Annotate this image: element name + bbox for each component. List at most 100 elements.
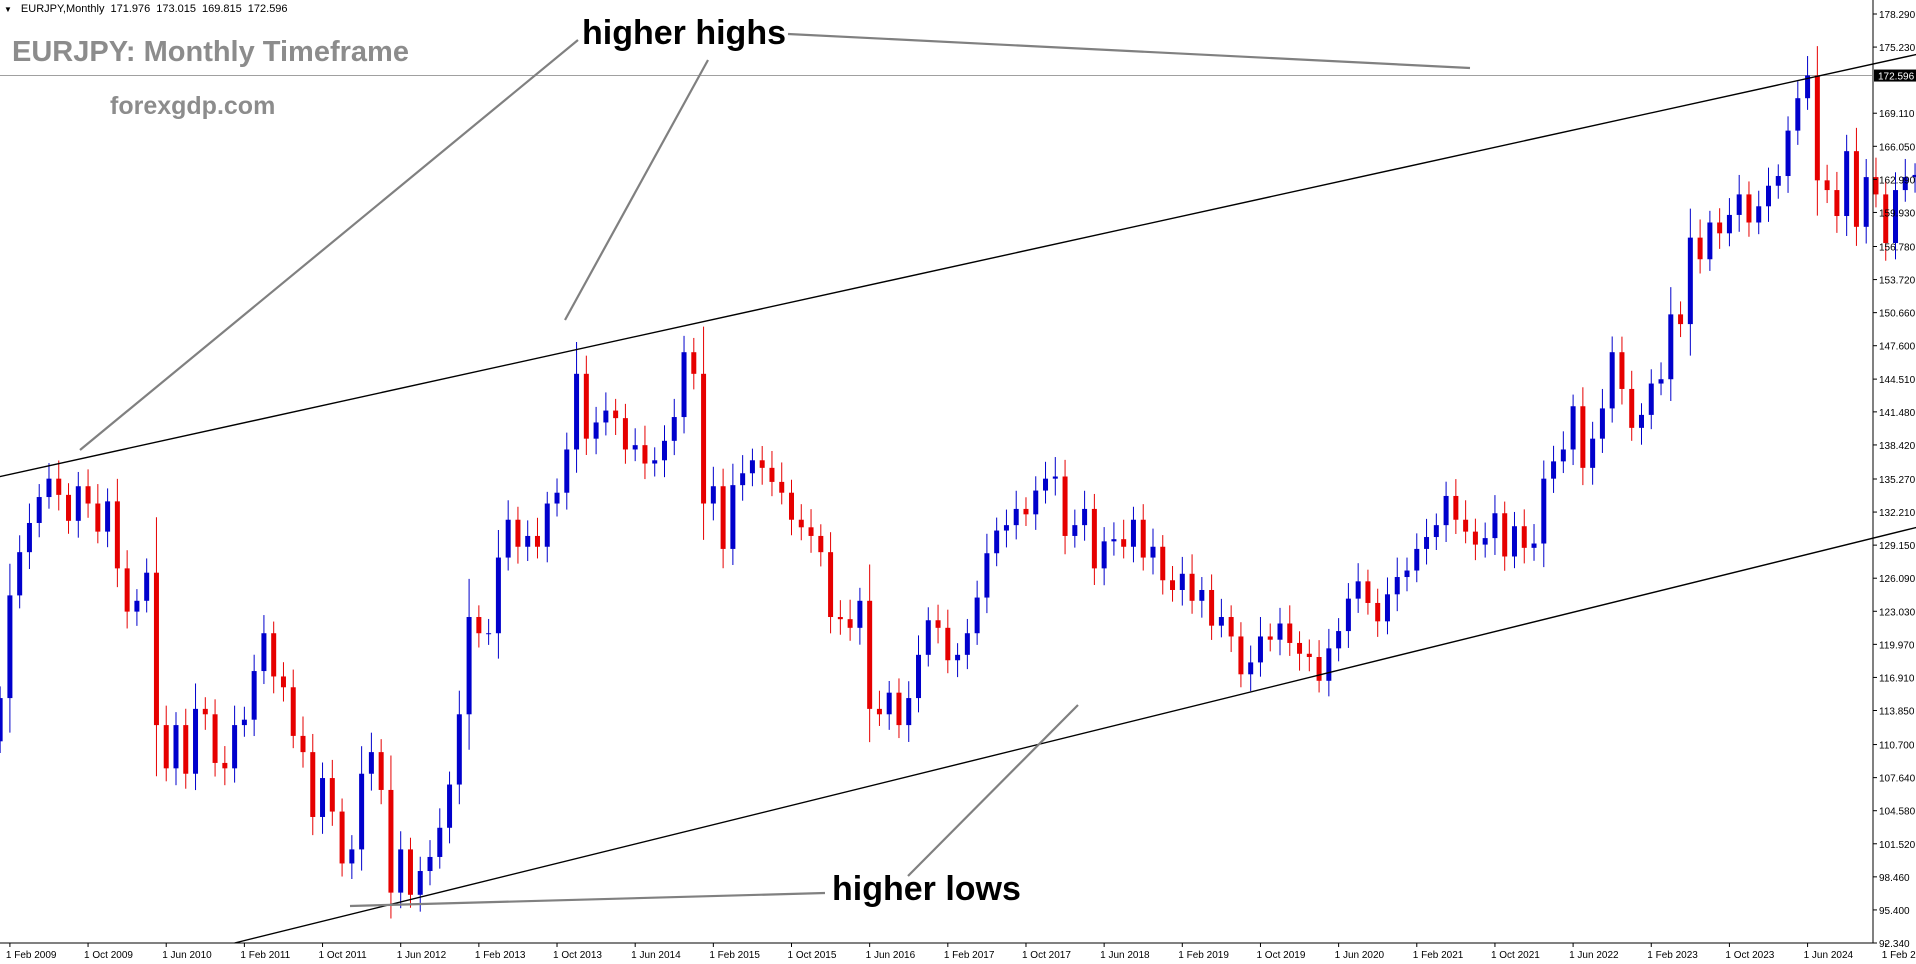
- candle-body: [476, 617, 482, 634]
- candle-body: [359, 773, 365, 850]
- candle-body: [1218, 617, 1224, 626]
- x-tick-label: 1 Jun 2020: [1335, 950, 1385, 961]
- candle-body: [974, 597, 980, 634]
- candle-body: [1072, 525, 1078, 536]
- candle-body: [564, 449, 570, 493]
- candle-body: [1062, 476, 1068, 536]
- candle-body: [1853, 151, 1859, 227]
- candle-body: [505, 519, 511, 558]
- pointer-higher-high-2009: [79, 39, 579, 451]
- candle-body: [1277, 623, 1283, 640]
- candle-body: [1160, 546, 1166, 581]
- candle-body: [124, 568, 130, 612]
- candle-body: [1502, 513, 1508, 557]
- candle-body: [906, 698, 912, 726]
- x-tick-label: 1 Jun 2024: [1804, 950, 1854, 961]
- candle-body: [1697, 237, 1703, 260]
- candle-body: [1033, 490, 1039, 515]
- candle-body: [1463, 519, 1469, 532]
- candle-body: [1648, 383, 1654, 415]
- candle-body: [7, 595, 13, 699]
- y-tick-label: 126.090: [1879, 574, 1916, 585]
- candle-body: [1766, 185, 1771, 207]
- y-tick-label: 175.230: [1879, 43, 1916, 54]
- candle-body: [339, 811, 345, 864]
- x-tick-label: 1 Oct 2009: [84, 950, 133, 961]
- x-tick-label: 1 Oct 2013: [553, 950, 602, 961]
- x-tick-label: 1 Oct 2017: [1022, 950, 1071, 961]
- candle-body: [955, 654, 961, 661]
- candle-body: [1297, 642, 1303, 654]
- candle-body: [134, 600, 140, 612]
- candle-body: [642, 445, 648, 464]
- candle-body: [1599, 408, 1605, 439]
- candle-body: [193, 708, 199, 774]
- candle-body: [222, 762, 228, 769]
- candle-body: [730, 485, 736, 549]
- candle-body: [17, 552, 23, 596]
- candle-body: [857, 600, 863, 628]
- candle-body: [789, 492, 794, 520]
- candle-body: [46, 478, 52, 498]
- candle-body: [1170, 580, 1176, 590]
- candle-body: [1414, 548, 1420, 571]
- y-tick-label: 147.600: [1879, 342, 1916, 353]
- candle-body: [456, 714, 462, 785]
- candle-body: [1238, 636, 1244, 675]
- candle-body: [1111, 539, 1117, 542]
- candle-body: [1521, 526, 1527, 548]
- candle-body: [1316, 657, 1322, 681]
- candle-body: [1287, 623, 1293, 643]
- candle-body: [114, 501, 120, 569]
- y-tick-label: 156.780: [1879, 242, 1916, 253]
- candle-body: [486, 633, 492, 635]
- candle-body: [368, 752, 374, 774]
- candle-body: [1199, 589, 1205, 601]
- candle-body: [554, 492, 560, 504]
- candle-body: [310, 752, 316, 817]
- candle-body: [1658, 379, 1664, 384]
- candle-body: [818, 535, 824, 553]
- y-tick-label: 116.910: [1879, 673, 1915, 684]
- candle-body: [661, 440, 667, 461]
- y-tick-label: 135.270: [1879, 475, 1916, 486]
- candle-body: [144, 572, 150, 601]
- y-tick-label: 98.460: [1879, 873, 1910, 884]
- candle-body: [925, 620, 931, 655]
- candle-body: [515, 519, 521, 547]
- candle-body: [1580, 406, 1586, 468]
- candle-body: [1795, 98, 1801, 131]
- candle-body: [212, 714, 218, 763]
- candle-body: [320, 778, 326, 817]
- candle-body: [1844, 151, 1850, 217]
- y-tick-label: 92.340: [1879, 939, 1910, 950]
- candle-body: [603, 410, 609, 423]
- candle-body: [808, 527, 814, 536]
- symbol-dropdown-icon[interactable]: ▼: [4, 5, 12, 14]
- candle-body: [1590, 438, 1596, 468]
- candle-body: [1209, 589, 1215, 626]
- candle-body: [1082, 508, 1088, 526]
- candle-body: [183, 725, 189, 774]
- candle-body: [847, 619, 853, 628]
- candle-body: [798, 519, 804, 528]
- candle-body: [466, 617, 472, 715]
- y-tick-label: 141.480: [1879, 408, 1916, 419]
- y-tick-label: 162.990: [1879, 175, 1916, 186]
- x-tick-label: 1 Feb 2013: [475, 950, 526, 961]
- candle-body: [1511, 526, 1517, 557]
- candle-body: [1189, 573, 1195, 601]
- candle-body: [632, 445, 638, 450]
- candle-body: [271, 633, 277, 677]
- candle-body: [1482, 538, 1488, 545]
- candle-body: [1873, 177, 1879, 195]
- candle-body: [1541, 478, 1547, 544]
- candle-body: [1365, 581, 1371, 603]
- candle-body: [1717, 222, 1723, 234]
- trendline-lower-channel: [234, 526, 1916, 944]
- candle-body: [876, 708, 882, 715]
- candle-body: [427, 856, 433, 872]
- candle-body: [994, 530, 1000, 554]
- y-tick-label: 129.150: [1879, 541, 1916, 552]
